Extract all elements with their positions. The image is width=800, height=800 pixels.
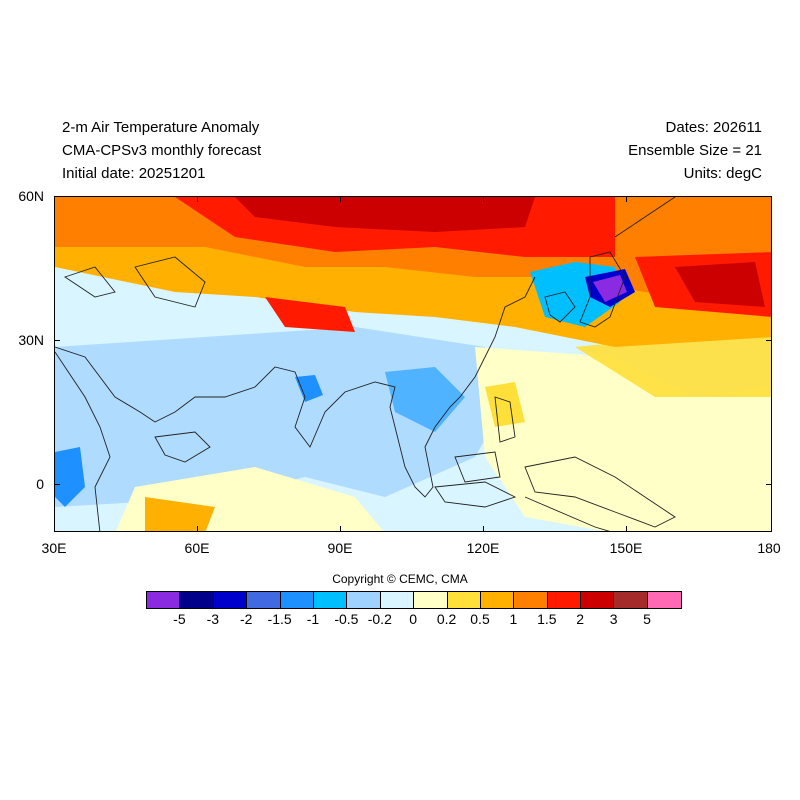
y-label-60n: 60N — [18, 188, 44, 204]
colorbar-swatch — [414, 592, 448, 608]
x-label-60e: 60E — [184, 540, 210, 556]
field-cool-patch-india — [295, 375, 323, 402]
colorbar-swatch — [147, 592, 181, 608]
colorbar-swatch — [280, 592, 314, 608]
colorbar-swatch — [213, 592, 248, 608]
colorbar-swatch — [380, 592, 415, 608]
colorbar-labels: -5 -3 -2 -1.5 -1 -0.5 -0.2 0 0.2 0.5 1 1.5 2 3 5 — [0, 611, 800, 631]
colorbar-swatch — [514, 592, 548, 608]
field-pale-warm-sea — [475, 347, 771, 531]
colorbar-label: -2 — [239, 611, 253, 627]
x-tick — [626, 526, 627, 532]
colorbar-swatch — [313, 592, 348, 608]
x-tick-top — [626, 196, 627, 202]
map-title: 2-m Air Temperature Anomaly — [62, 119, 260, 136]
anomaly-field — [55, 197, 771, 531]
colorbar-swatch — [347, 592, 381, 608]
colorbar-swatch — [180, 592, 214, 608]
colorbar-label: 3 — [609, 611, 618, 627]
colorbar-swatch — [581, 592, 615, 608]
colorbar-label: -0.5 — [334, 611, 359, 627]
field-cool-patch-africa — [55, 447, 85, 507]
colorbar-swatch — [614, 592, 648, 608]
colorbar-label: 0.2 — [436, 611, 457, 627]
x-label-120e: 120E — [466, 540, 500, 556]
info-block: Dates: 202611 Ensemble Size = 21 Units: … — [628, 116, 762, 185]
model-name: CMA-CPSv3 monthly forecast — [62, 142, 262, 159]
colorbar-label: 1 — [509, 611, 518, 627]
x-tick — [483, 526, 484, 532]
x-tick — [197, 526, 198, 532]
field-cool-patch-bay — [385, 367, 465, 432]
x-tick-top — [483, 196, 484, 202]
field-warm-philippines — [485, 382, 525, 427]
title-block: 2-m Air Temperature Anomaly CMA-CPSv3 mo… — [62, 116, 261, 185]
y-tick-right — [766, 340, 772, 341]
colorbar-swatch — [547, 592, 582, 608]
x-label-150e: 150E — [609, 540, 643, 556]
copyright-text: Copyright © CEMC, CMA — [332, 572, 468, 586]
x-tick — [340, 526, 341, 532]
units-label: Units: degC — [683, 165, 762, 182]
y-tick — [54, 484, 60, 485]
initial-date: Initial date: 20251201 — [62, 165, 206, 182]
colorbar-label: -0.2 — [367, 611, 392, 627]
coastlines — [55, 197, 676, 531]
anomaly-map — [54, 196, 772, 532]
x-tick-top — [340, 196, 341, 202]
colorbar-label: 2 — [576, 611, 585, 627]
colorbar-label: -1.5 — [267, 611, 292, 627]
y-label-30n: 30N — [18, 332, 44, 348]
colorbar-label: -1 — [306, 611, 320, 627]
colorbar — [146, 591, 683, 609]
x-label-180: 180 — [757, 540, 781, 556]
colorbar-label: 1.5 — [537, 611, 557, 627]
colorbar-swatch — [247, 592, 281, 608]
forecast-dates: Dates: 202611 — [665, 119, 762, 136]
colorbar-label: 5 — [643, 611, 651, 627]
field-red-tibet — [265, 297, 355, 332]
colorbar-label: -5 — [173, 611, 186, 627]
field-darkred-band — [235, 197, 535, 232]
colorbar-label: -3 — [206, 611, 220, 627]
colorbar-label: 0.5 — [470, 611, 490, 627]
colorbar-swatch — [480, 592, 515, 608]
colorbar-swatch — [447, 592, 481, 608]
x-label-30e: 30E — [41, 540, 67, 556]
y-tick — [54, 340, 60, 341]
x-label-90e: 90E — [327, 540, 353, 556]
y-label-0: 0 — [36, 476, 44, 492]
field-warm-south-patch — [145, 497, 215, 531]
colorbar-swatch — [647, 592, 682, 608]
x-tick-top — [197, 196, 198, 202]
ensemble-size: Ensemble Size = 21 — [628, 142, 762, 159]
field-darkred-pacific — [675, 262, 765, 307]
colorbar-label: 0 — [409, 611, 418, 627]
y-tick-right — [766, 484, 772, 485]
